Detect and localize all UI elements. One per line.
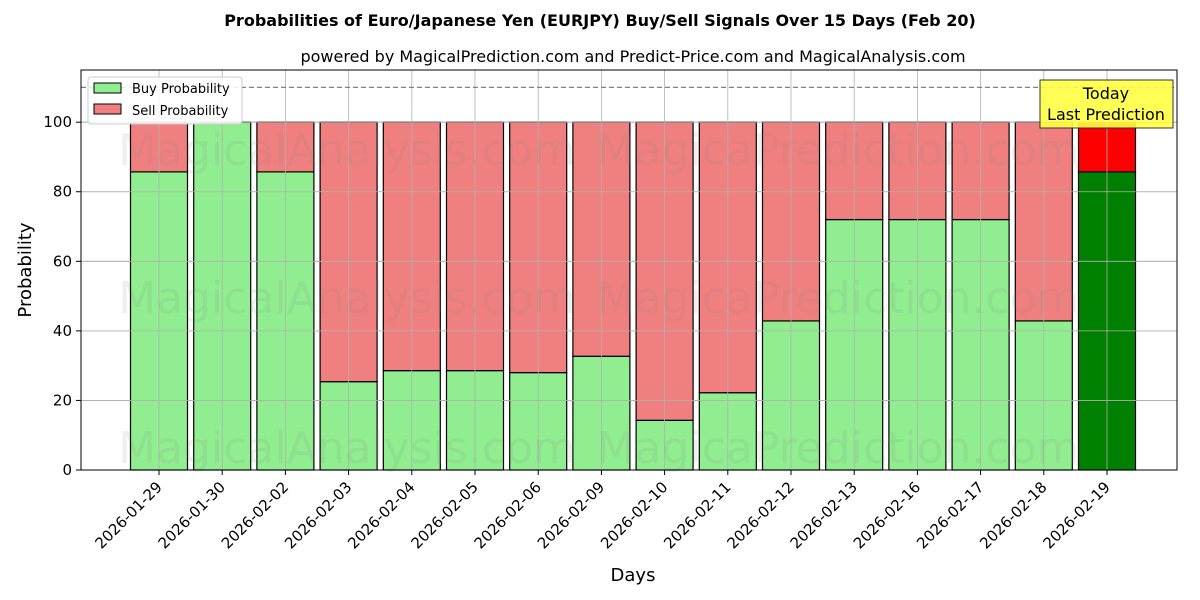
x-tick-label: 2026-02-18 — [976, 478, 1050, 552]
watermark-text: MagicalAnalysis.com — [118, 273, 576, 324]
legend: Buy Probability Sell Probability — [87, 76, 243, 125]
y-axis-label: Probability — [15, 222, 36, 317]
x-tick-label: 2026-02-04 — [344, 478, 418, 552]
legend-box — [87, 76, 243, 125]
legend-swatch-sell — [93, 103, 122, 115]
y-tick-label: 60 — [53, 252, 72, 270]
y-tick-label: 100 — [43, 113, 72, 131]
today-annotation: Today Last Prediction — [1039, 79, 1174, 129]
x-tick-label: 2026-01-30 — [155, 478, 229, 552]
x-tick-label: 2026-02-13 — [787, 478, 861, 552]
y-tick-label: 80 — [53, 183, 72, 201]
annotation-line-1: Today — [1082, 84, 1129, 103]
watermark-text: MagicalAnalysis.com — [118, 125, 576, 176]
x-tick-label: 2026-02-17 — [913, 478, 987, 552]
x-axis-label: Days — [611, 565, 656, 586]
x-tick-label: 2026-02-19 — [1039, 478, 1113, 552]
watermark-text: MagicalAnalysis.com — [118, 423, 576, 474]
x-tick-label: 2026-02-16 — [850, 478, 924, 552]
x-tick-label: 2026-01-29 — [91, 478, 165, 552]
x-tick-label: 2026-02-02 — [218, 478, 292, 552]
legend-label-buy: Buy Probability — [132, 82, 230, 97]
plot-frame — [80, 69, 1178, 471]
legend-label-sell: Sell Probability — [132, 104, 229, 119]
watermarks: MagicalAnalysis.com MagicaPrediction.com M… — [118, 125, 1079, 474]
x-tick-label: 2026-02-05 — [407, 478, 481, 552]
y-tick-label: 20 — [53, 391, 72, 409]
legend-swatch-buy — [93, 82, 122, 94]
bars — [81, 70, 1177, 471]
annotation-line-2: Last Prediction — [1047, 105, 1165, 124]
x-tick-label: 2026-02-10 — [597, 478, 671, 552]
x-tick-label: 2026-02-03 — [281, 478, 355, 552]
watermark-text: MagicaPrediction.com — [597, 273, 1080, 324]
annotation-box — [1039, 79, 1174, 129]
x-tick-label: 2026-02-11 — [660, 478, 734, 552]
x-tick-label: 2026-02-06 — [471, 478, 545, 552]
x-tick-label: 2026-02-12 — [723, 478, 797, 552]
y-tick-label: 40 — [53, 322, 72, 340]
watermark-text: MagicaPrediction.com — [597, 423, 1080, 474]
chart-subtitle: powered by MagicalPrediction.com and Pre… — [300, 47, 965, 66]
x-tick-label: 2026-02-09 — [534, 478, 608, 552]
watermark-text: MagicaPrediction.com — [597, 125, 1080, 176]
x-axis: 2026-01-292026-01-302026-02-022026-02-03… — [91, 470, 1114, 552]
chart-title: Probabilities of Euro/Japanese Yen (EURJ… — [224, 11, 976, 30]
y-tick-label: 0 — [62, 461, 72, 479]
y-axis: 0 20 40 60 80 100 — [43, 113, 81, 479]
